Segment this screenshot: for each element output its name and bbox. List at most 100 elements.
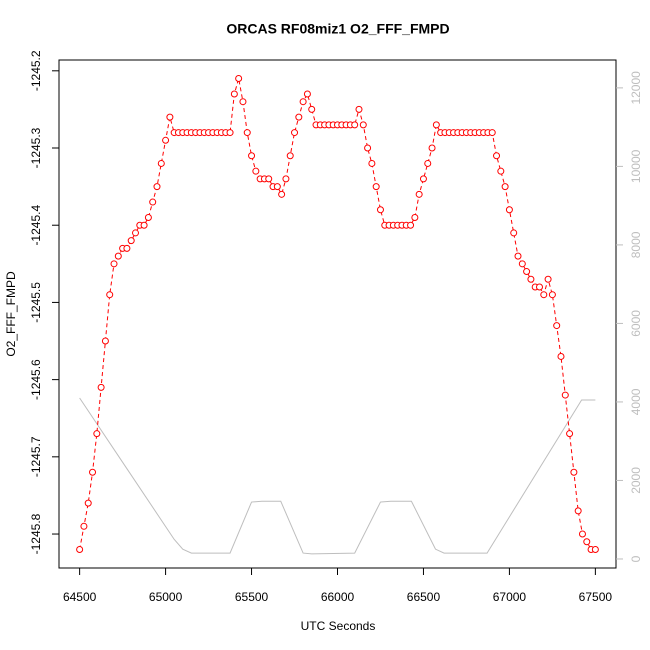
point — [574, 507, 582, 515]
series-line — [79, 397, 596, 555]
point — [299, 98, 307, 106]
point — [235, 75, 243, 83]
point — [561, 391, 569, 399]
point — [252, 167, 260, 175]
point — [540, 291, 548, 299]
point — [291, 129, 299, 137]
x-tick-label: 67000 — [493, 590, 527, 604]
point — [230, 90, 238, 98]
y2-tick-label: 12000 — [629, 71, 643, 105]
point — [368, 159, 376, 167]
point — [144, 213, 152, 221]
point — [514, 252, 522, 260]
point — [518, 260, 526, 268]
point — [411, 213, 419, 221]
point — [123, 244, 131, 252]
point — [424, 159, 432, 167]
y-tick-label: -1245.4 — [29, 205, 43, 246]
y2-tick-label: 6000 — [629, 310, 643, 337]
point — [295, 113, 303, 121]
y2-tick-label: 0 — [629, 555, 643, 562]
point — [149, 198, 157, 206]
point — [243, 129, 251, 137]
point — [548, 291, 556, 299]
point — [527, 275, 535, 283]
point — [557, 352, 565, 360]
point — [239, 98, 247, 106]
point — [140, 221, 148, 229]
point — [578, 530, 586, 538]
x-axis-label: UTC Seconds — [301, 619, 376, 633]
point — [505, 206, 513, 214]
point — [570, 468, 578, 476]
point — [265, 175, 273, 183]
x-tick-label: 67500 — [579, 590, 613, 604]
point — [157, 159, 165, 167]
point — [493, 152, 501, 160]
point — [523, 268, 531, 276]
point — [101, 337, 109, 345]
point — [76, 545, 84, 553]
point — [591, 545, 599, 553]
point — [110, 260, 118, 268]
connecting-line — [79, 78, 596, 550]
y2-tick-label: 10000 — [629, 149, 643, 183]
point — [497, 167, 505, 175]
x-tick-label: 64500 — [63, 590, 97, 604]
point — [162, 136, 170, 144]
point — [510, 229, 518, 237]
chart-title: ORCAS RF08miz1 O2_FFF_FMPD — [226, 21, 449, 37]
point — [553, 322, 561, 330]
point — [93, 430, 101, 438]
point — [166, 113, 174, 121]
point — [419, 175, 427, 183]
point — [432, 121, 440, 129]
point — [501, 183, 509, 191]
point — [106, 291, 114, 299]
point — [583, 538, 591, 546]
x-tick-label: 65000 — [149, 590, 183, 604]
point — [376, 206, 384, 214]
point — [308, 105, 316, 113]
y2-tick-label: 4000 — [629, 388, 643, 415]
point — [80, 522, 88, 530]
point — [97, 383, 105, 391]
point — [84, 499, 92, 507]
point — [372, 183, 380, 191]
point — [364, 144, 372, 152]
y-tick-label: -1245.3 — [29, 127, 43, 168]
point — [226, 129, 234, 137]
point — [544, 275, 552, 283]
point — [248, 152, 256, 160]
point — [278, 190, 286, 198]
point — [415, 190, 423, 198]
point — [351, 121, 359, 129]
point — [566, 430, 574, 438]
x-tick-label: 65500 — [235, 590, 269, 604]
y-tick-label: -1245.7 — [29, 436, 43, 477]
point — [153, 183, 161, 191]
point — [355, 105, 363, 113]
point — [359, 121, 367, 129]
point — [535, 283, 543, 291]
point — [127, 237, 135, 245]
y-tick-label: -1245.2 — [29, 50, 43, 91]
y-axis-label: O2_FFF_FMPD — [4, 271, 18, 357]
y2-tick-label: 8000 — [629, 231, 643, 258]
point — [303, 90, 311, 98]
x-tick-label: 66500 — [407, 590, 441, 604]
y-tick-label: -1245.6 — [29, 359, 43, 400]
point — [114, 252, 122, 260]
point — [132, 229, 140, 237]
y-tick-label: -1245.8 — [29, 513, 43, 554]
point — [407, 221, 415, 229]
point — [273, 183, 281, 191]
y2-tick-label: 2000 — [629, 467, 643, 494]
point — [282, 175, 290, 183]
point — [286, 152, 294, 160]
y-tick-label: -1245.5 — [29, 282, 43, 323]
point — [428, 144, 436, 152]
point — [488, 129, 496, 137]
